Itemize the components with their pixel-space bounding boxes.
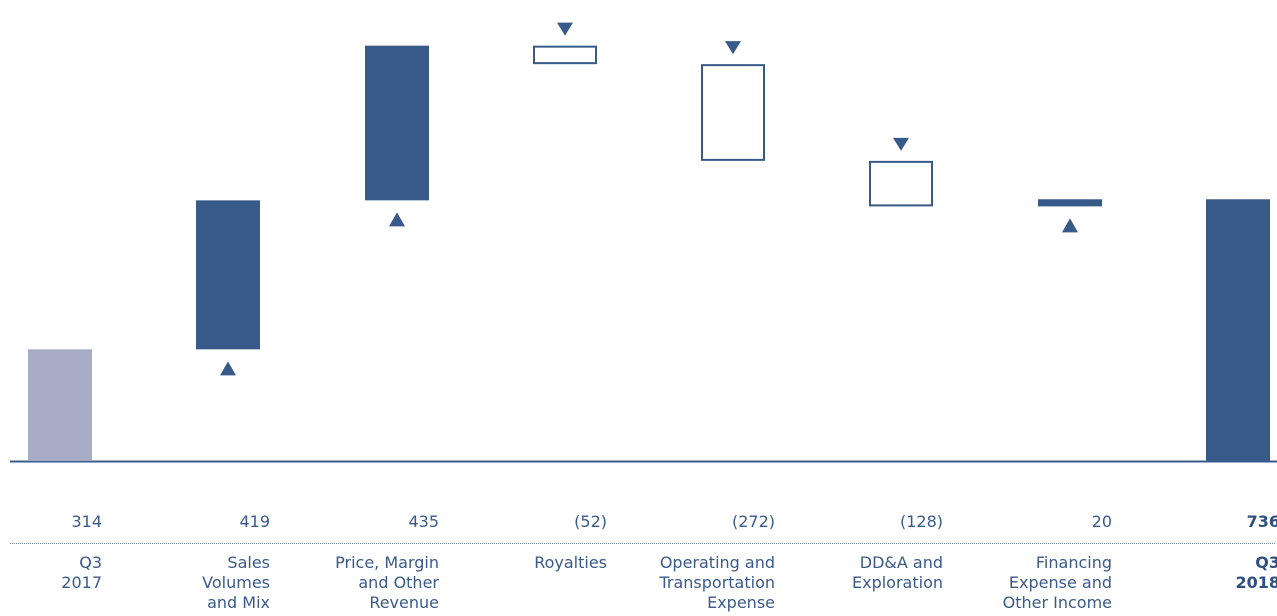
value-label-1: 419 xyxy=(239,512,270,531)
down-arrow-icon xyxy=(725,41,741,55)
category-label-7: Q3 2018 xyxy=(1235,553,1277,592)
category-label-1: Sales Volumes and Mix xyxy=(202,553,270,612)
up-arrow-icon xyxy=(220,361,236,376)
category-label-2: Price, Margin and Other Revenue xyxy=(335,553,439,612)
bar-total-0 xyxy=(28,349,92,461)
up-arrow-icon xyxy=(389,212,405,227)
category-label-3: Royalties xyxy=(534,553,607,572)
bar-increase-2 xyxy=(365,45,429,201)
value-label-6: 20 xyxy=(1091,512,1112,531)
dotted-divider xyxy=(10,543,1275,544)
category-label-4: Operating and Transportation Expense xyxy=(659,553,775,612)
value-label-4: (272) xyxy=(731,512,775,531)
bar-increase-1 xyxy=(196,200,260,350)
category-label-5: DD&A and Exploration xyxy=(852,553,943,592)
bar-increase-6 xyxy=(1038,199,1102,207)
category-label-0: Q3 2017 xyxy=(61,553,102,592)
value-label-7: 736 xyxy=(1246,512,1277,531)
down-arrow-icon xyxy=(893,137,909,151)
category-label-6: Financing Expense and Other Income xyxy=(1002,553,1112,612)
bar-decrease-3 xyxy=(533,45,597,65)
bar-decrease-5 xyxy=(869,160,933,207)
down-arrow-icon xyxy=(557,22,573,36)
value-label-2: 435 xyxy=(408,512,439,531)
up-arrow-icon xyxy=(1062,218,1078,233)
value-label-0: 314 xyxy=(71,512,102,531)
value-label-5: (128) xyxy=(899,512,943,531)
bar-decrease-4 xyxy=(701,64,765,161)
value-label-3: (52) xyxy=(574,512,607,531)
bar-total-7 xyxy=(1206,199,1270,462)
